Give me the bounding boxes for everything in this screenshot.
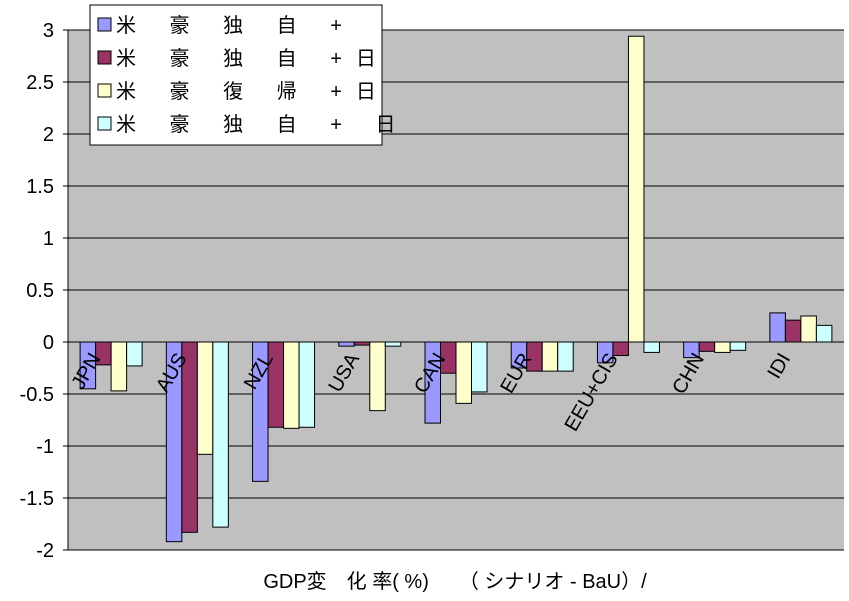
bar-eeu-cis-s4 — [643, 341, 660, 353]
x-axis-label: GDP変 化 率( %) （ シナリオ - BaU）/ — [263, 570, 647, 593]
bar-aus-s3 — [196, 341, 214, 455]
bar-jpn-s4 — [126, 341, 143, 367]
y-tick-label: 2.5 — [26, 72, 54, 94]
y-tick-label: 3 — [43, 20, 54, 42]
y-tick-label: 0 — [43, 332, 54, 354]
bar-aus-s4 — [212, 341, 229, 528]
legend-swatch — [97, 50, 112, 65]
y-tick-label: 2 — [43, 124, 54, 146]
legend-label: 米 豪 復 帰 +日 — [116, 80, 390, 103]
y-tick-label: 1 — [43, 228, 54, 250]
bar-nzl-s2 — [267, 341, 285, 428]
bar-usa-s1 — [338, 341, 355, 347]
y-tick-label: 1.5 — [26, 176, 54, 198]
bar-eeu-cis-s3 — [627, 35, 645, 343]
legend-swatch — [97, 83, 112, 98]
bar-nzl-s4 — [298, 341, 316, 428]
bar-nzl-s3 — [283, 341, 300, 429]
bar-can-s3 — [455, 341, 472, 404]
legend-swatch — [97, 17, 112, 32]
y-tick-label: -2 — [36, 540, 54, 562]
y-axis-ticks: 3 2.5 2 1.5 1 0.5 0 -0.5 -1 -1.5 -2 — [20, 20, 69, 562]
bar-can-s4 — [471, 341, 488, 393]
bar-chn-s3 — [714, 341, 731, 353]
legend-label: 米 豪 独 自 + — [116, 14, 356, 37]
legend-swatch — [97, 116, 112, 131]
bars — [68, 35, 844, 543]
y-tick-label: -0.5 — [20, 384, 54, 406]
legend-label: 米 豪 独 自 + 日 — [116, 113, 409, 136]
bar-eeu-cis-s2 — [612, 341, 629, 357]
bar-chn-s2 — [698, 341, 716, 352]
y-tick-label: -1.5 — [20, 488, 54, 510]
y-tick-label: -1 — [36, 436, 54, 458]
bar-usa-s3 — [369, 341, 386, 412]
bar-idi-s2 — [784, 319, 802, 343]
bar-chn-s4 — [729, 341, 747, 351]
bar-eur-s3 — [541, 341, 559, 372]
bar-idi-s4 — [815, 324, 833, 343]
bar-eur-s4 — [557, 341, 574, 372]
legend-label: 米 豪 独 自 +日 — [116, 47, 390, 70]
bar-usa-s4 — [384, 341, 402, 347]
bar-idi-s1 — [769, 312, 786, 343]
bar-jpn-s3 — [110, 341, 128, 392]
y-tick-label: 0.5 — [26, 280, 54, 302]
legend: 米 豪 独 自 + 米 豪 独 自 +日米 豪 復 帰 +日米 豪 独 自 + 日 — [89, 4, 409, 146]
legend-box — [89, 4, 383, 146]
bar-idi-s3 — [800, 315, 817, 343]
